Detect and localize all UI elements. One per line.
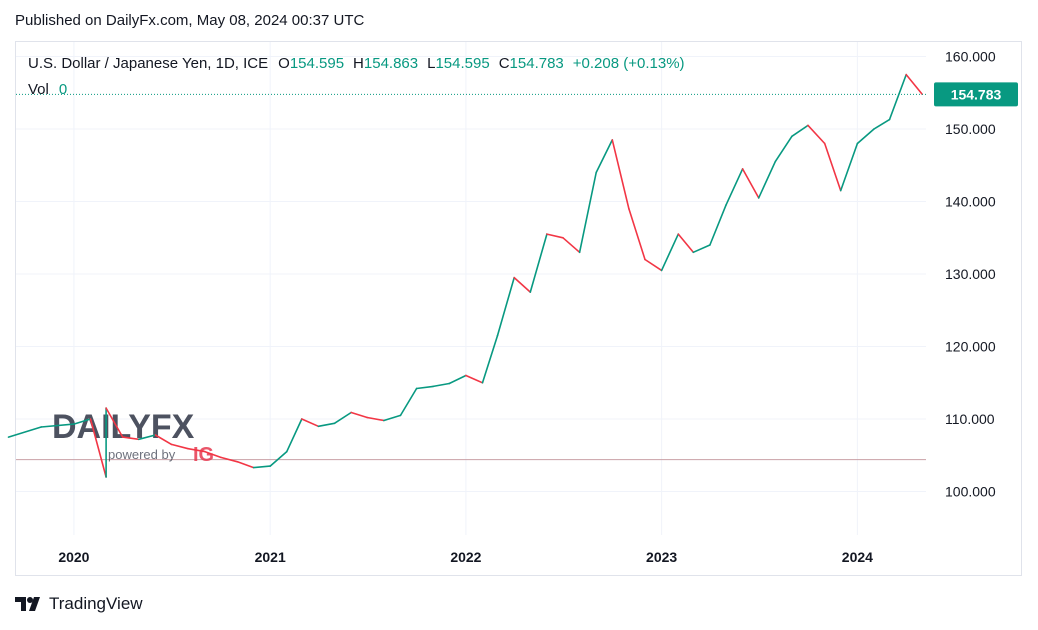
price-segment <box>595 139 614 174</box>
price-segment <box>873 118 891 130</box>
price-segment <box>383 414 402 422</box>
watermark-ig: IG <box>193 444 214 466</box>
vol-value: 0 <box>58 81 68 98</box>
price-segment <box>578 171 598 254</box>
price-segment <box>856 128 875 145</box>
price-segment <box>269 450 288 467</box>
watermark-powered-by: powered by <box>108 447 176 462</box>
price-segment <box>333 411 353 425</box>
price-segment <box>791 124 809 138</box>
price-segment <box>121 436 140 441</box>
low-label: L <box>427 55 436 72</box>
ohlc-legend: U.S. Dollar / Japanese Yen, 1D, ICE O154.… <box>28 55 694 72</box>
x-axis: 2020 2021 2022 2023 2024 <box>58 549 873 565</box>
price-segment <box>399 387 418 417</box>
price-segment <box>236 460 255 469</box>
y-tick-label: 150.000 <box>945 121 996 137</box>
price-segment <box>546 233 564 239</box>
price-segment <box>7 426 43 438</box>
y-tick-label: 110.000 <box>945 411 995 427</box>
price-segment <box>187 447 206 453</box>
price-segment <box>807 124 826 145</box>
price-segment <box>513 276 532 293</box>
price-segment <box>496 276 516 337</box>
price-segment <box>823 142 842 192</box>
footer[interactable]: TradingView <box>15 594 143 614</box>
low-value: 154.595 <box>435 55 490 72</box>
x-tick-label: 2023 <box>646 549 677 565</box>
published-header: Published on DailyFx.com, May 08, 2024 0… <box>15 12 365 29</box>
last-price-badge <box>934 82 1018 107</box>
dailyfx-watermark: DAILYFX powered by IG <box>52 408 214 466</box>
x-tick-label: 2021 <box>255 549 286 565</box>
open-value: 154.595 <box>289 55 345 72</box>
price-segment <box>839 142 859 192</box>
symbol-label: U.S. Dollar / Japanese Yen, 1D, ICE <box>28 55 269 72</box>
price-segment <box>170 443 189 450</box>
price-segment <box>220 456 239 463</box>
open-label: O <box>278 55 290 72</box>
price-segment <box>138 434 157 441</box>
x-tick-label: 2020 <box>58 549 89 565</box>
price-segment <box>529 233 548 293</box>
tradingview-brand: TradingView <box>49 594 143 613</box>
y-tick-label: 160.000 <box>945 49 996 65</box>
price-segment <box>300 418 320 428</box>
y-tick-label: 140.000 <box>945 194 996 210</box>
change-value: +0.208 (+0.13%) <box>572 55 685 72</box>
price-segment <box>366 416 385 422</box>
price-segment <box>285 418 303 453</box>
price-segment <box>448 374 467 385</box>
price-segment <box>741 168 760 199</box>
vol-label: Vol <box>28 81 49 98</box>
price-segment <box>644 258 663 272</box>
price-segment <box>465 374 484 384</box>
price-segment <box>725 168 744 206</box>
price-segment <box>73 418 92 425</box>
price-segment <box>154 434 173 446</box>
close-value: 154.783 <box>509 55 564 72</box>
price-segment <box>628 208 646 261</box>
price-segment <box>105 407 124 438</box>
price-segment <box>89 418 107 478</box>
chart-frame[interactable] <box>15 41 1022 576</box>
price-segment <box>774 135 793 163</box>
last-price-label: 154.783 <box>951 86 1002 102</box>
watermark-brand: DAILYFX <box>52 408 195 446</box>
y-axis: 100.000 110.000 120.000 130.000 140.000 150.0… <box>945 49 996 500</box>
price-segment <box>481 334 499 384</box>
price-segment <box>415 385 435 390</box>
high-value: 154.863 <box>363 55 419 72</box>
price-series <box>7 73 924 478</box>
x-tick-label: 2024 <box>842 549 873 565</box>
high-label: H <box>353 55 364 72</box>
price-segment <box>252 465 272 469</box>
price-segment <box>432 382 451 388</box>
x-tick-label: 2022 <box>450 549 481 565</box>
last-price-marker: 154.783 <box>16 82 1018 107</box>
price-segment <box>562 237 581 254</box>
y-tick-label: 130.000 <box>945 266 996 282</box>
price-segment <box>692 244 711 254</box>
price-segment <box>350 411 369 419</box>
grid-lines <box>16 42 926 535</box>
y-tick-label: 120.000 <box>945 339 996 355</box>
close-label: C <box>498 55 510 72</box>
y-tick-label: 100.000 <box>945 484 996 500</box>
volume-legend: Vol 0 <box>28 81 67 98</box>
price-segment <box>611 139 630 210</box>
price-segment <box>40 423 75 428</box>
price-segment <box>888 73 908 121</box>
price-segment <box>204 450 222 459</box>
price-segment <box>709 204 727 246</box>
price-segment <box>905 73 924 95</box>
price-segment <box>317 422 336 428</box>
tradingview-logo-icon <box>15 597 40 611</box>
price-segment <box>757 160 777 199</box>
price-segment <box>660 233 680 272</box>
price-segment <box>677 233 695 254</box>
